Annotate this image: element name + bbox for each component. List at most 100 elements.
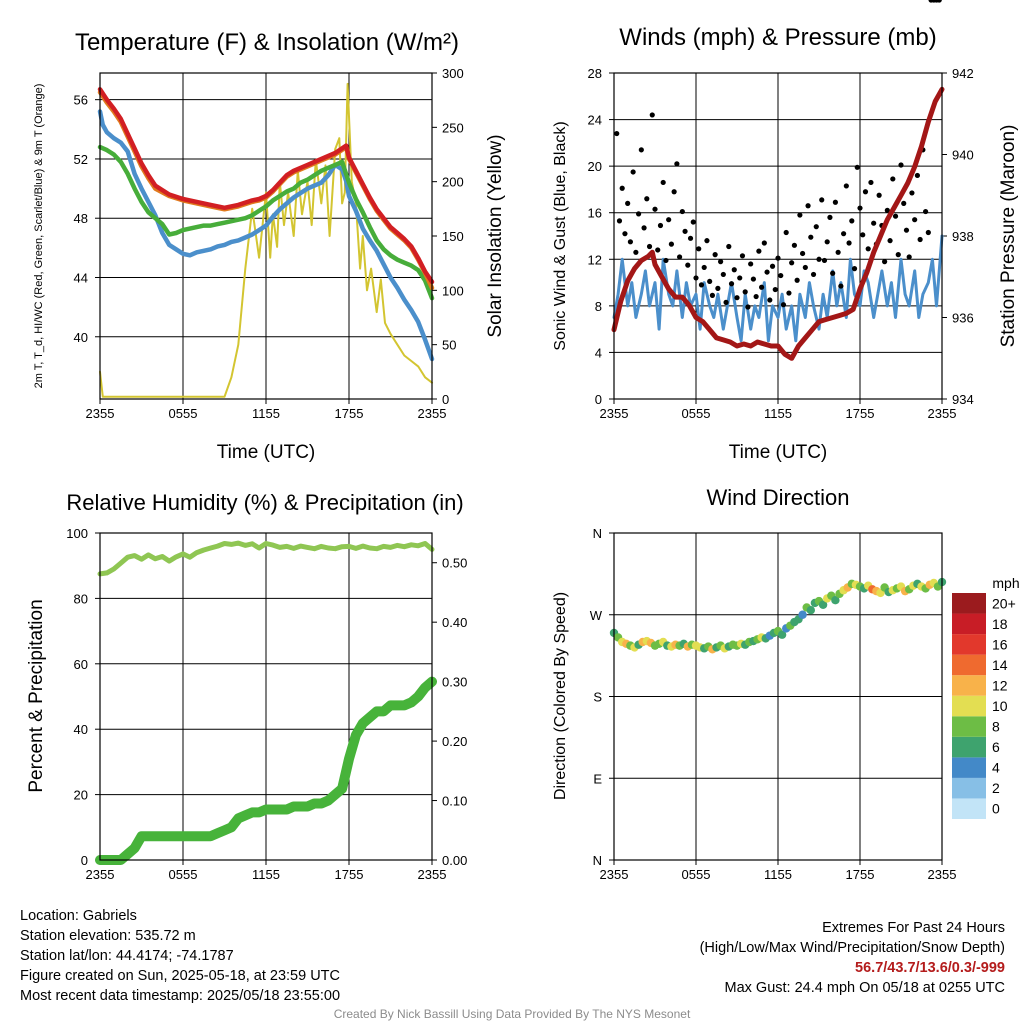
station-latlon: Station lat/lon: 44.4174; -74.1787 [20,948,234,964]
colorbar-label: 12 [992,677,1008,693]
x-tick-label: 2355 [928,867,957,882]
gust-point [862,189,869,195]
y2-tick-label: 300 [442,66,464,81]
x-tick-label: 2355 [418,406,447,421]
y2-tick-label: 940 [952,148,974,163]
gust-point [808,234,814,240]
gust-point [914,172,921,179]
colorbar-swatch [952,798,986,819]
gust-point [753,293,759,300]
x-tick-label: 2355 [86,867,115,882]
y2-tick-label: 938 [952,229,974,244]
x-tick-label: 1155 [764,867,792,882]
gust-point [810,271,817,278]
gust-point [887,238,893,244]
extremes-values: 56.7/43.7/13.6/0.3/-999 [855,960,1005,976]
gust-point [865,246,871,252]
gust-point [832,199,839,205]
plot-frame [99,72,433,400]
x-tick-label: 0555 [169,867,198,882]
plot-frame [613,72,943,400]
gust-point [830,270,836,276]
gust-point [737,275,743,281]
y-axis-label: Sonic Wind & Gust (Blue, Black) [552,121,569,350]
colorbar-label: 18 [992,616,1008,632]
gust-point [838,283,844,289]
y-tick-label: S [593,690,602,705]
gust-point [824,239,830,245]
x-tick-label: 1755 [335,867,364,882]
plot-frame [99,532,433,861]
gust-point [876,192,882,198]
gust-point [767,297,773,303]
colorbar-swatch [952,695,986,717]
gust-point [813,224,819,230]
extremes-title: Extremes For Past 24 Hours [822,920,1005,936]
precipitation-line [95,676,437,865]
hiwc-line [97,144,435,301]
gust-point [903,227,910,233]
gust-point [821,257,828,264]
gust-point [890,176,896,182]
colorbar-label: 20+ [992,595,1016,611]
gust-point [909,190,915,196]
gust-point [871,220,877,226]
gust-point [720,271,726,278]
y-tick-label: 16 [588,206,602,221]
extremes-info: Extremes For Past 24 Hours (High/Low/Max… [700,918,1005,998]
x-tick-label: 1155 [252,406,280,421]
gust-point [882,259,888,265]
gust-point [646,243,653,250]
gust-point [652,206,658,212]
gust-point [685,262,691,268]
x-axis-label: Time (UTC) [729,442,828,463]
gust-point [748,261,754,267]
x-tick-label: 2355 [600,867,629,882]
y-tick-label: N [593,853,602,868]
gust-point [846,240,852,246]
gust-point [655,247,661,253]
gust-point [917,236,923,243]
humidity-line [97,540,435,577]
gust-point [701,264,707,271]
x-tick-label: 1155 [764,406,792,421]
gust-point [868,179,874,186]
y-tick-label: 44 [74,270,88,285]
colorbar-label: 2 [992,780,1000,796]
gust-point [789,260,795,266]
x-tick-label: 1755 [846,406,875,421]
gust-point [614,130,620,137]
gust-point [797,212,803,218]
gust-point [841,231,847,237]
gust-point [726,243,732,250]
credit-line: Created By Nick Bassill Using Data Provi… [333,1007,691,1021]
gust-point [698,282,705,288]
y2-axis-label: Solar Insolation (Yellow) [485,134,506,337]
gust-point [709,292,716,298]
gust-point [657,222,664,229]
gust-point [936,0,942,3]
insolation-line [99,82,433,398]
gust-point [644,196,650,202]
colorbar-swatch [952,716,986,737]
gust-point [783,229,789,236]
gust-point [649,112,655,118]
colorbar-label: 4 [992,760,1000,776]
gust-point [660,179,666,186]
gust-point [835,249,841,255]
y-tick-label: 100 [66,526,88,541]
gust-point [742,289,748,295]
y-tick-label: W [590,608,603,623]
y-tick-label: 28 [588,66,602,81]
chart-title: Temperature (F) & Insolation (W/m²) [75,29,459,56]
gust-point [843,183,849,189]
gust-point [857,205,863,211]
gust-point [704,238,710,244]
y2-tick-label: 936 [952,311,974,326]
gust-point [731,267,737,273]
direction-point [806,606,815,615]
gust-point [849,218,855,224]
gust-point [827,214,833,220]
dewpoint-line [97,109,435,362]
